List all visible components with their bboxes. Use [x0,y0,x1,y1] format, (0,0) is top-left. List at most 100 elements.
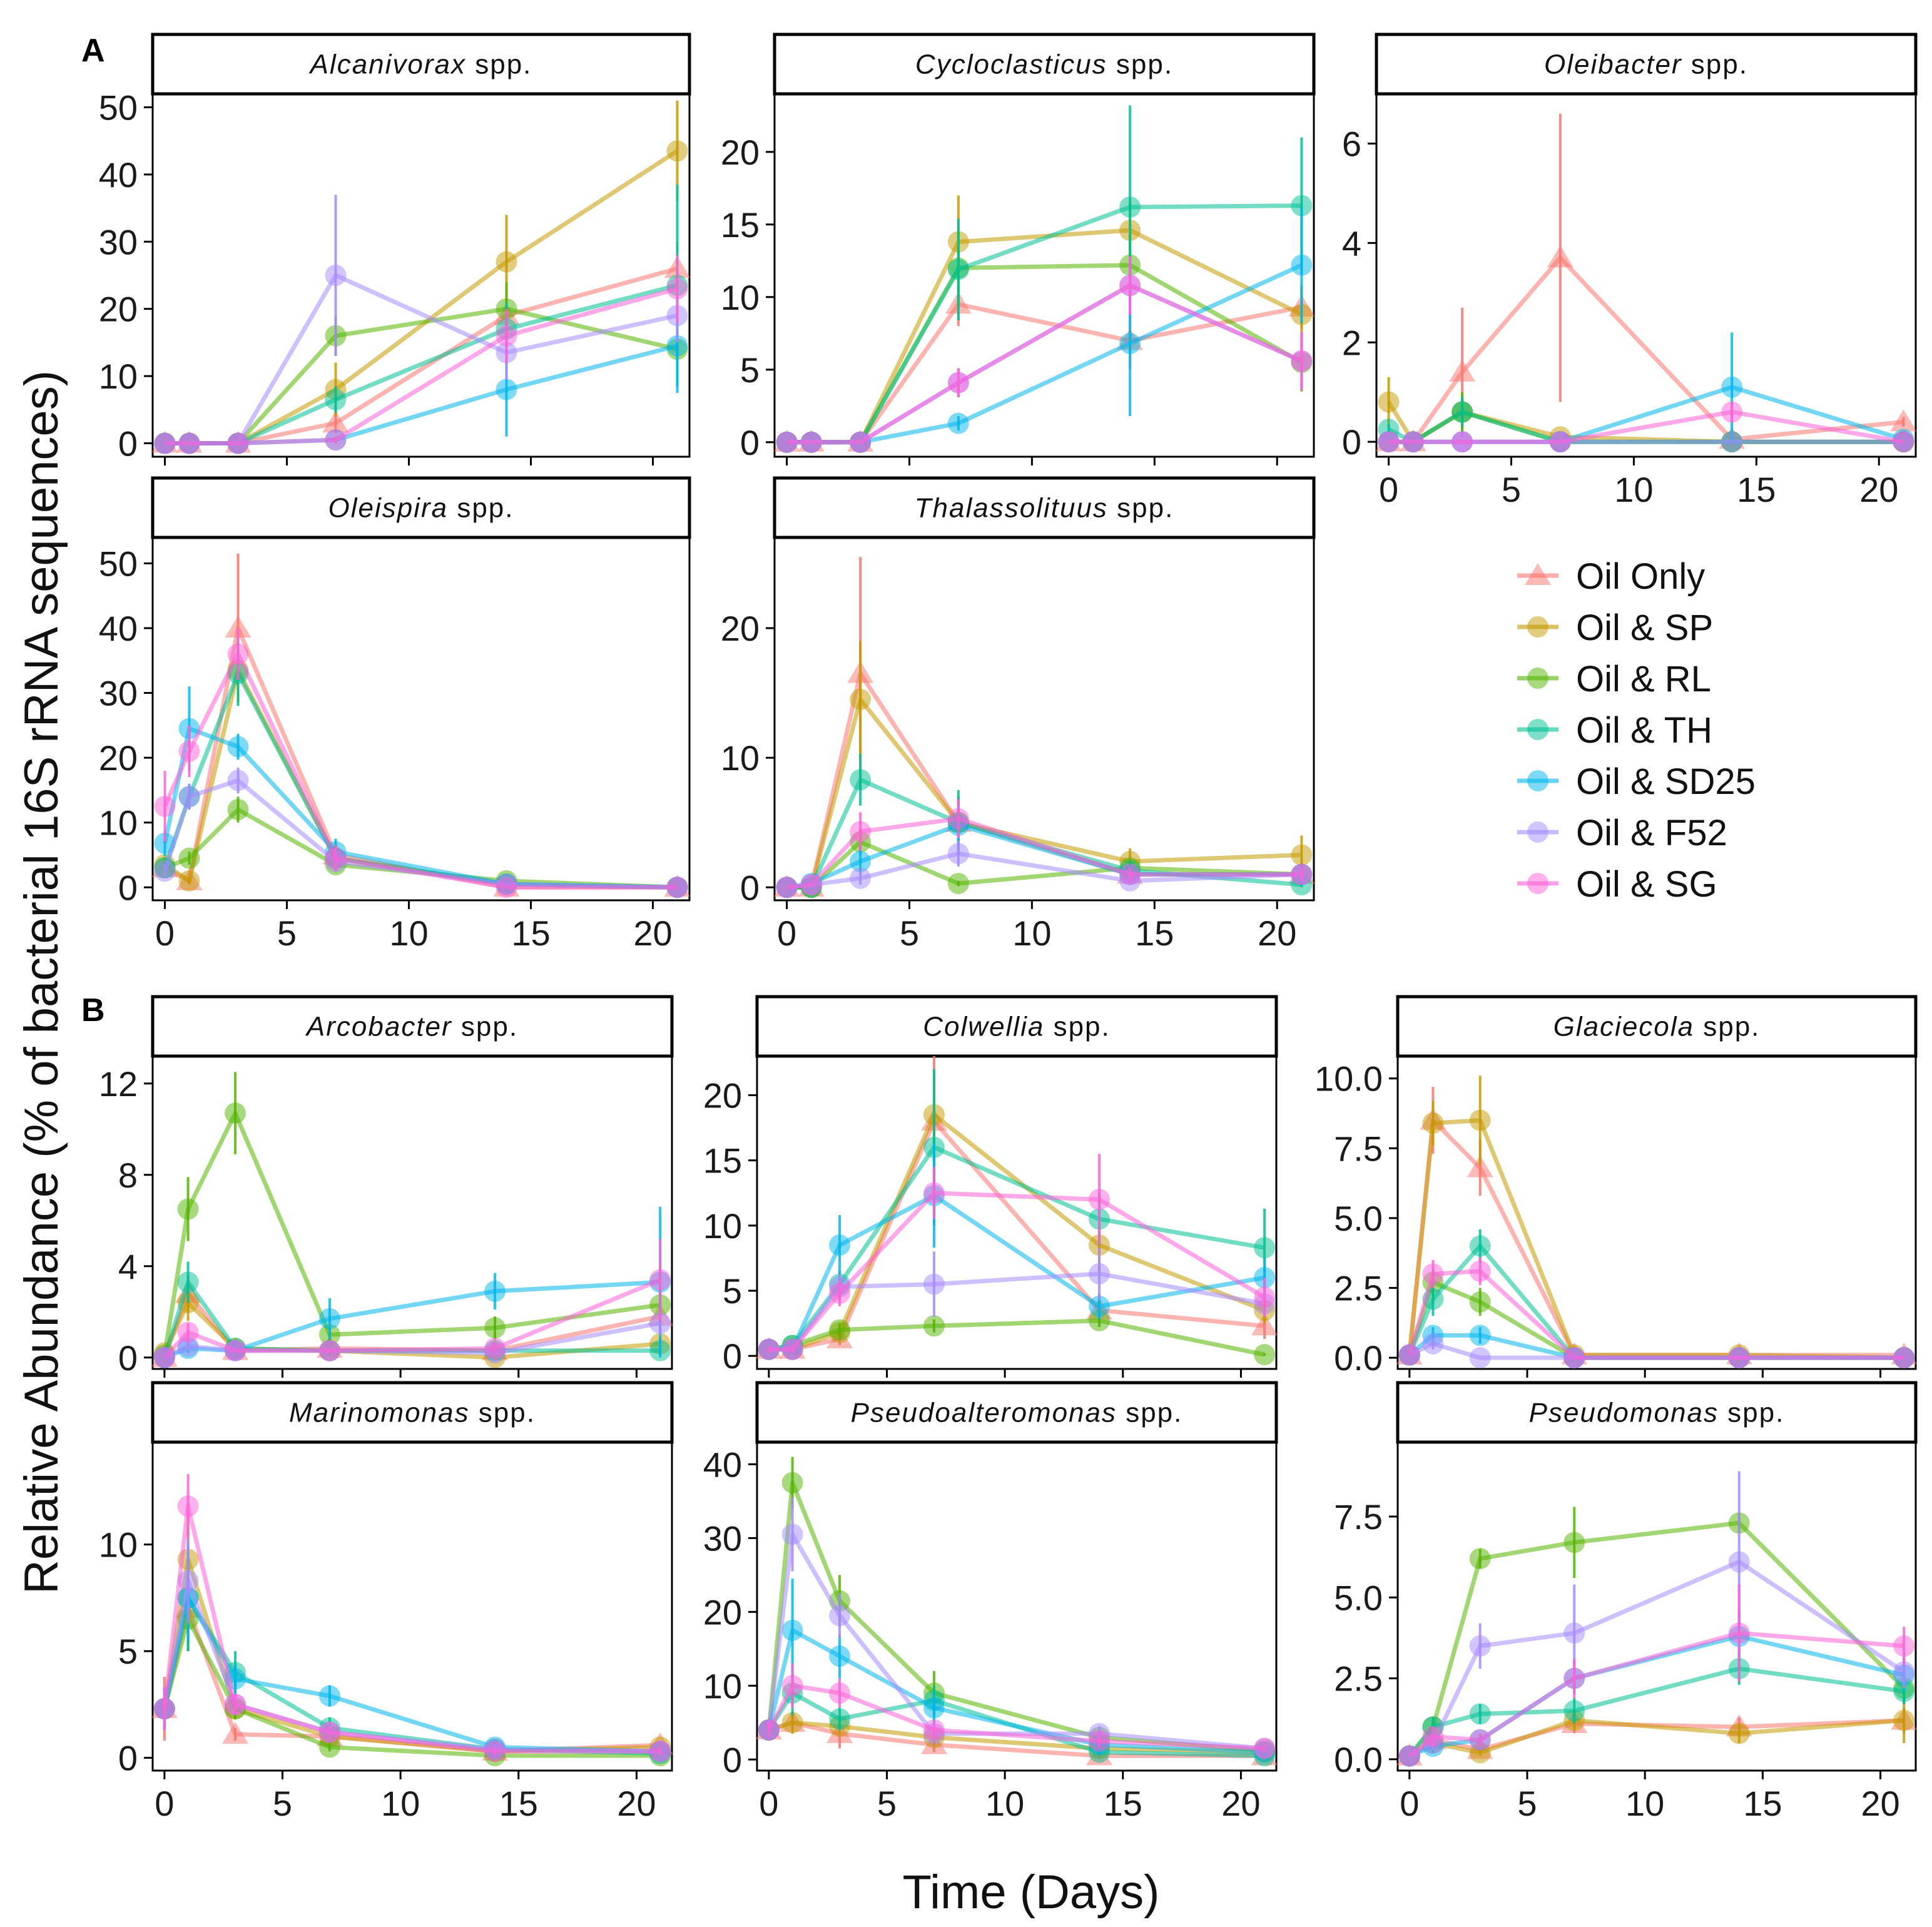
panel-title: Oleibacter spp. [1544,49,1748,80]
data-point [484,1338,506,1360]
data-point [178,870,200,892]
legend-item-oil-and-sd25: Oil & SD25 [1517,761,1756,802]
data-point [1452,401,1473,423]
data-point [318,1721,340,1743]
data-point [318,1685,340,1707]
data-point [1728,1347,1750,1369]
y-tick-label: 20 [703,1076,742,1116]
x-tick-label: 5 [877,1784,897,1823]
data-point [325,429,347,451]
y-tick-label: 0.0 [1334,1740,1383,1779]
x-tick-label: 15 [499,1784,538,1823]
series-oil-and-sg [776,256,1313,453]
data-point [923,1719,945,1741]
data-point [1089,1296,1111,1317]
legend-key-marker [1525,563,1551,585]
y-tick-label: 10 [703,1666,742,1706]
panel-title-suffix: spp. [466,49,532,80]
data-point [1721,401,1743,423]
legend: Oil Only Oil & SP Oil & RL Oil & TH Oil & SD… [1517,556,1756,905]
data-point [850,821,872,843]
data-point [1893,1635,1915,1657]
y-tick-label: 20 [721,609,760,648]
data-point [1563,1622,1585,1644]
data-point [177,1570,199,1592]
plot-area [151,1441,673,1772]
legend-item-oil-and-f52: Oil & F52 [1517,813,1727,853]
legend-label: Oil & TH [1576,710,1712,751]
data-point [666,877,688,898]
data-point [1563,1347,1585,1369]
x-tick-label: 0 [155,1784,174,1823]
panel-title-genus: Colwellia [923,1012,1044,1042]
legend-item-oil-and-sg: Oil & SG [1517,864,1717,905]
data-point [923,1697,945,1719]
section-label-a: A [81,33,105,69]
data-point [318,1308,340,1330]
data-point [1119,196,1141,218]
data-point [1728,1622,1750,1644]
data-point [153,1346,175,1368]
panel-title-genus: Thalassolituus [915,493,1108,524]
data-point [1469,1703,1491,1725]
series-line [1407,1269,1904,1360]
data-point [225,1340,247,1361]
y-tick-label: 10 [99,357,138,396]
y-tick-label: 10 [721,738,760,778]
y-tick-label: 20 [703,1592,742,1632]
data-point [781,1523,803,1545]
panel-title: Pseudoalteromonas spp. [851,1398,1183,1428]
data-point [1291,195,1313,216]
data-point [1469,1635,1491,1657]
y-tick-label: 4 [1342,223,1361,263]
panel-strip [151,1381,674,1444]
y-tick-label: 10 [721,278,760,317]
x-axis-title: Time (Days) [903,1866,1160,1919]
plot-area [151,536,691,902]
y-tick-label: 10 [99,1525,138,1565]
data-point [947,412,969,434]
data-point [225,616,252,638]
plot-area [756,1055,1278,1370]
legend-item-oil-and-rl: Oil & RL [1517,659,1711,699]
y-tick-label: 20 [721,133,760,172]
data-point [1728,1722,1750,1744]
data-point [1291,254,1313,276]
data-point [923,1182,945,1204]
data-point [758,1338,780,1360]
data-point [1469,1324,1491,1346]
data-point [227,643,249,665]
data-point [484,1317,506,1339]
plot-area [1375,93,1917,458]
y-tick-label: 20 [99,290,138,329]
data-point [1893,1347,1915,1369]
y-tick-label: 15 [721,205,760,245]
data-point [1398,1344,1420,1366]
data-point [496,379,517,400]
data-point [178,847,200,869]
data-point [318,1736,340,1758]
x-tick-label: 15 [511,913,550,953]
x-tick-label: 20 [1258,913,1296,953]
data-point [496,877,517,898]
data-point [227,736,249,758]
x-tick-label: 20 [1861,1784,1899,1823]
legend-label: Oil Only [1576,556,1705,597]
data-point [947,808,969,830]
data-point [850,431,872,453]
panel-title: Alcanivorax spp. [308,49,532,80]
data-point [776,431,798,453]
y-tick-label: 40 [703,1445,742,1484]
y-tick-label: 5 [740,350,760,390]
data-point [154,795,176,817]
plot-area [1396,1055,1917,1370]
y-tick-label: 50 [99,88,138,127]
y-tick-label: 0 [1342,422,1361,462]
data-point [1422,1726,1444,1747]
series-oil-and-sg [1378,401,1914,453]
data-point [1563,1667,1585,1689]
data-point [781,1619,803,1641]
section-label-b: B [81,992,105,1029]
